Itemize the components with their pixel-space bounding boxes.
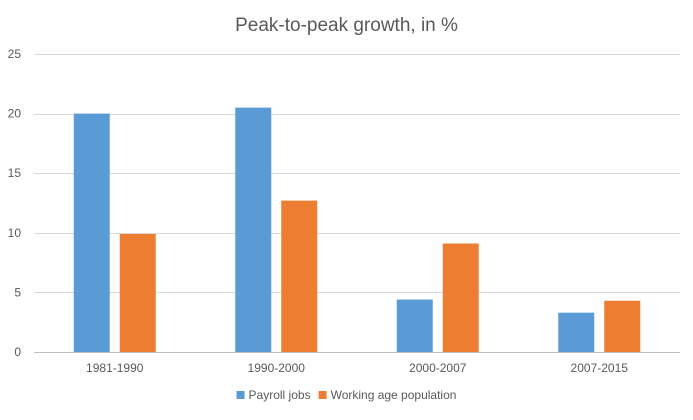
legend-label: Working age population bbox=[331, 388, 457, 402]
legend-swatch bbox=[318, 391, 327, 399]
y-tick-label: 5 bbox=[14, 285, 21, 299]
y-tick-label: 25 bbox=[8, 47, 22, 61]
legend-item: Payroll jobs bbox=[236, 388, 311, 402]
x-tick-label: 2007-2015 bbox=[571, 361, 629, 375]
bar-payroll-jobs-2007-2015 bbox=[558, 312, 595, 352]
x-tick-label: 1990-2000 bbox=[248, 361, 306, 375]
legend-item: Working age population bbox=[318, 388, 457, 402]
bars bbox=[73, 107, 641, 352]
legend: Payroll jobs Working age population bbox=[236, 388, 457, 402]
x-tick-label: 2000-2007 bbox=[409, 361, 467, 375]
x-tick-label: 1981-1990 bbox=[86, 361, 144, 375]
legend-label: Payroll jobs bbox=[249, 388, 311, 402]
legend-swatch bbox=[236, 391, 245, 399]
y-tick-label: 0 bbox=[14, 345, 21, 359]
x-axis: 1981-1990 1990-2000 2000-2007 2007-2015 bbox=[86, 361, 628, 375]
y-axis: 0 5 10 15 20 25 bbox=[8, 47, 22, 359]
bar-payroll-jobs-1981-1990 bbox=[73, 113, 110, 352]
bar-payroll-jobs-1990-2000 bbox=[235, 107, 272, 352]
bar-working-age-population-2007-2015 bbox=[604, 300, 641, 352]
bar-working-age-population-1981-1990 bbox=[119, 233, 156, 352]
y-tick-label: 20 bbox=[8, 107, 22, 121]
y-tick-label: 15 bbox=[8, 166, 22, 180]
bar-working-age-population-2000-2007 bbox=[442, 243, 479, 352]
bar-working-age-population-1990-2000 bbox=[281, 200, 318, 352]
bar-payroll-jobs-2000-2007 bbox=[396, 299, 433, 352]
y-tick-label: 10 bbox=[8, 226, 22, 240]
chart-title: Peak-to-peak growth, in % bbox=[235, 15, 458, 36]
